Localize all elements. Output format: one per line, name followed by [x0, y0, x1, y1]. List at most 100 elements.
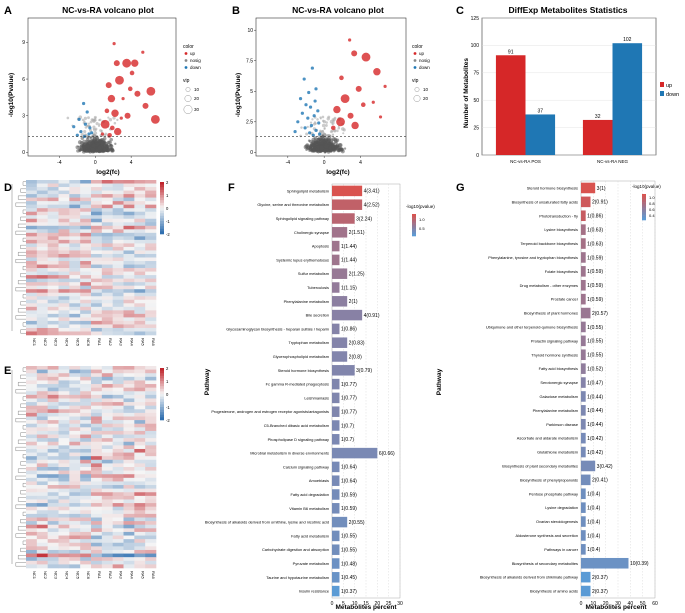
heatmap-e-cell — [58, 513, 70, 518]
heatmap-e-cell — [69, 499, 81, 504]
heatmap-e-cell — [26, 394, 38, 399]
heatmap-d-cell — [145, 211, 157, 216]
heatmap-d-cell — [69, 313, 81, 318]
heatmap-d-cell — [101, 313, 113, 318]
heatmap-e-cell — [26, 459, 38, 464]
heatmap-d-cell — [91, 324, 103, 329]
heatmap-e-cell — [47, 557, 59, 562]
heatmap-e-cell — [112, 510, 124, 515]
heatmap-d-cell — [26, 208, 38, 213]
heatmap-e-column-label: RA5 — [140, 571, 145, 580]
heatmap-d-scale-segment — [160, 210, 164, 214]
bar-f-bar — [332, 585, 340, 597]
bar-g-bar-label: 2(0.91) — [592, 200, 608, 206]
bar-g-bar — [581, 238, 586, 249]
bar-g-legend-segment — [642, 215, 646, 218]
bar-f-legend-segment — [412, 229, 416, 231]
volcano-b-point-nosig — [305, 132, 309, 136]
heatmap-e-cell — [69, 481, 81, 486]
heatmap-d-cell — [58, 246, 70, 251]
heatmap-e-cell — [26, 564, 38, 569]
heatmap-e-cell — [36, 539, 48, 544]
legend-b-down: down — [419, 65, 430, 70]
heatmap-d-cell — [69, 264, 81, 269]
heatmap-d-cell — [101, 232, 113, 237]
heatmap-e-cell — [58, 542, 70, 547]
heatmap-e-cell — [134, 517, 146, 522]
bar-f-category-label: Vitamin B6 metabolism — [289, 506, 329, 511]
heatmap-d-cell — [134, 282, 146, 286]
bar-g-bar-label: 1(0.52) — [587, 366, 603, 372]
heatmap-e-cell — [112, 549, 124, 554]
volcano-b-point-nosig — [309, 121, 313, 124]
bar-f-xtick-label: 20 — [375, 601, 381, 607]
heatmap-e-cell — [91, 499, 103, 504]
heatmap-e-cell — [145, 510, 157, 515]
heatmap-d-cell — [69, 243, 81, 248]
pathway-bar-f: Metabolites percent Pathway -log10(pvalu… — [204, 183, 435, 611]
heatmap-e-cell — [47, 452, 59, 457]
heatmap-d-cell — [47, 257, 59, 262]
heatmap-e-cell — [47, 409, 59, 414]
heatmap-e-cell — [134, 546, 146, 551]
heatmap-d-cell — [101, 253, 113, 258]
legend-up-swatch — [184, 52, 188, 55]
heatmap-e-cell — [123, 485, 135, 489]
heatmap-d-cell — [69, 232, 81, 237]
heatmap-e-cell — [91, 366, 103, 370]
heatmap-d-cell — [145, 180, 157, 184]
legend-vip-circle — [413, 95, 421, 102]
heatmap-e-cell — [112, 513, 124, 518]
heatmap-e-cell — [26, 513, 38, 518]
bar-f-category-label: Sphingolipid metabolism — [287, 188, 329, 193]
heatmap-d-dendro-link — [15, 315, 26, 320]
heatmap-e-cell — [134, 524, 146, 529]
bar-g-legend-segment — [642, 195, 646, 198]
volcano-a-point-nosig — [89, 142, 92, 146]
heatmap-e-cell — [145, 394, 157, 399]
heatmap-e-cell — [47, 402, 59, 406]
heatmap-e-cell — [36, 542, 48, 547]
volcano-b-point-down — [316, 109, 320, 113]
heatmap-d-cell — [58, 183, 70, 188]
bar-g-category-label: Ubiquinone and other terpenoid-quinone b… — [486, 324, 578, 329]
bar-g-legend-segment — [642, 203, 646, 206]
heatmap-e-cell — [26, 463, 38, 468]
heatmap-d-cell — [47, 261, 59, 265]
heatmap-e-cell — [69, 427, 81, 432]
heatmap-d-cell — [36, 331, 48, 336]
heatmap-e-cell — [123, 528, 135, 533]
volcano-a-point-up — [107, 94, 116, 103]
heatmap-d-cell — [69, 236, 81, 241]
heatmap-e-cell — [26, 369, 38, 374]
heatmap-d-dendro-link — [22, 181, 26, 186]
heatmap-d-cell — [145, 313, 157, 318]
heatmap-e-cell — [91, 546, 103, 551]
legend-a-down: down — [190, 65, 201, 70]
heatmap-d-cell — [145, 324, 157, 329]
heatmap-e-cell — [101, 524, 113, 529]
heatmap-d-cell — [134, 264, 146, 269]
heatmap-e-column-label: NC4 — [64, 571, 69, 580]
heatmap-d-cell — [101, 282, 113, 286]
heatmap-d-cell — [123, 215, 135, 220]
heatmap-d-cell — [145, 278, 157, 283]
heatmap-e-cell — [145, 506, 157, 511]
heatmap-e-cell — [47, 405, 59, 410]
heatmap-e-cell — [58, 481, 70, 486]
heatmap-e-cell — [145, 380, 157, 385]
volcano-b-ytick-label: 2.5 — [246, 120, 253, 126]
heatmap-d-cell — [69, 324, 81, 329]
heatmap-e-cell — [123, 535, 135, 540]
heatmap-e-cell — [91, 456, 103, 461]
bar-g-bar — [581, 377, 586, 388]
volcano-a-point-down — [75, 133, 79, 137]
volcano-a-point-nosig — [89, 120, 93, 124]
heatmap-e-cell — [69, 513, 81, 518]
heatmap-d-cell — [112, 327, 124, 332]
heatmap-e-cell — [145, 391, 157, 396]
volcano-b-point-nosig — [306, 125, 309, 128]
volcano-b-point-nosig — [330, 141, 333, 145]
bar-f-category-label: Glycosaminoglycan biosynthesis - heparan… — [226, 326, 329, 331]
bar-f-xtick-label: 10 — [352, 601, 358, 607]
